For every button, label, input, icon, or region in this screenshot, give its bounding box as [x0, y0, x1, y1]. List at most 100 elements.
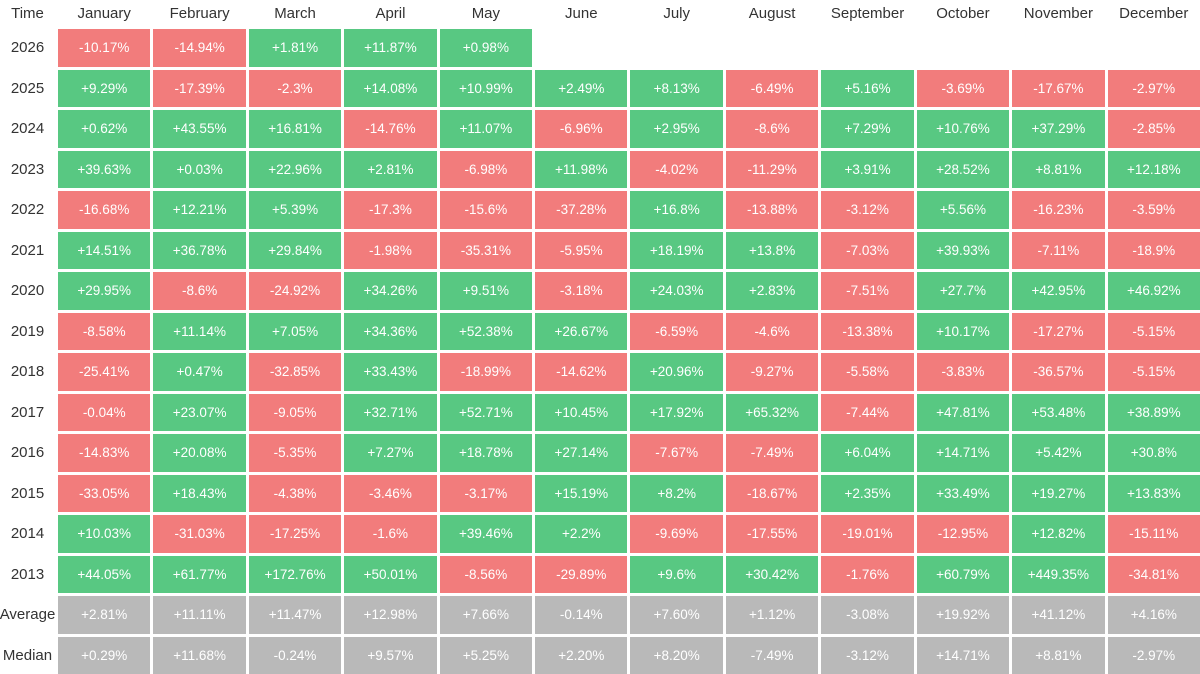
- column-header: December: [1119, 4, 1189, 22]
- value-cell: +2.35%: [821, 474, 914, 512]
- value-cell: -25.41%: [58, 353, 151, 391]
- value-cell: +39.93%: [916, 231, 1010, 269]
- value-cell: -4.02%: [630, 150, 723, 188]
- value-cell: +2.2%: [535, 515, 628, 553]
- value-cell: +42.95%: [1012, 272, 1105, 310]
- value-cell: -8.56%: [439, 555, 533, 593]
- row-label: 2019: [10, 322, 45, 340]
- value-cell: -4.38%: [248, 474, 342, 512]
- value-cell: -2.97%: [1107, 69, 1200, 107]
- column-header: March: [274, 4, 316, 22]
- empty-cell: [1108, 29, 1200, 67]
- value-cell: -17.27%: [1012, 312, 1105, 350]
- value-cell: +0.47%: [153, 353, 246, 391]
- empty-cell: [821, 29, 913, 67]
- value-cell: -14.62%: [535, 353, 628, 391]
- value-cell: -35.31%: [439, 231, 533, 269]
- column-header: November: [1023, 4, 1093, 22]
- value-cell: -18.9%: [1107, 231, 1200, 269]
- value-cell: +38.89%: [1107, 393, 1200, 431]
- value-cell: -13.88%: [725, 191, 819, 229]
- value-cell: -34.81%: [1107, 555, 1200, 593]
- column-header: August: [748, 4, 796, 22]
- value-cell: +29.84%: [248, 231, 342, 269]
- column-header: October: [936, 4, 990, 22]
- value-cell: +28.52%: [916, 150, 1010, 188]
- summary-cell: +8.20%: [630, 636, 723, 674]
- value-cell: -18.67%: [725, 474, 819, 512]
- summary-cell: +11.11%: [153, 596, 246, 634]
- summary-cell: +4.16%: [1107, 596, 1200, 634]
- column-header: January: [77, 4, 131, 22]
- summary-cell: -2.97%: [1107, 636, 1200, 674]
- value-cell: +10.76%: [916, 110, 1010, 148]
- value-cell: -6.49%: [725, 69, 819, 107]
- summary-cell: +2.20%: [535, 636, 628, 674]
- empty-cell: [917, 29, 1009, 67]
- summary-cell: +8.81%: [1012, 636, 1105, 674]
- value-cell: +39.63%: [58, 150, 151, 188]
- value-cell: -5.15%: [1107, 353, 1200, 391]
- column-header: June: [565, 4, 598, 22]
- summary-cell: +19.92%: [916, 596, 1010, 634]
- value-cell: +46.92%: [1107, 272, 1200, 310]
- value-cell: +0.03%: [153, 150, 246, 188]
- value-cell: +52.71%: [439, 393, 533, 431]
- summary-cell: +11.47%: [248, 596, 342, 634]
- column-header: February: [169, 4, 230, 22]
- corner-label: Time: [11, 4, 44, 22]
- value-cell: -7.67%: [630, 434, 723, 472]
- summary-cell: -3.12%: [821, 636, 914, 674]
- value-cell: -17.39%: [153, 69, 246, 107]
- value-cell: +47.81%: [916, 393, 1010, 431]
- value-cell: +29.95%: [58, 272, 151, 310]
- value-cell: +18.78%: [439, 434, 533, 472]
- value-cell: -19.01%: [821, 515, 914, 553]
- value-cell: +9.29%: [58, 69, 151, 107]
- value-cell: -3.12%: [821, 191, 914, 229]
- value-cell: +17.92%: [630, 393, 723, 431]
- value-cell: +10.17%: [916, 312, 1010, 350]
- summary-cell: +2.81%: [58, 596, 151, 634]
- value-cell: +2.83%: [725, 272, 819, 310]
- value-cell: +7.05%: [248, 312, 342, 350]
- value-cell: +7.29%: [821, 110, 914, 148]
- value-cell: +36.78%: [153, 231, 246, 269]
- value-cell: +65.32%: [725, 393, 819, 431]
- value-cell: +0.98%: [439, 29, 533, 67]
- value-cell: +12.82%: [1012, 515, 1105, 553]
- summary-cell: +12.98%: [344, 596, 437, 634]
- column-header: May: [471, 4, 501, 22]
- value-cell: +18.43%: [153, 474, 246, 512]
- value-cell: +44.05%: [58, 555, 151, 593]
- summary-cell: -7.49%: [725, 636, 819, 674]
- value-cell: -37.28%: [535, 191, 628, 229]
- value-cell: +5.39%: [248, 191, 342, 229]
- value-cell: -14.83%: [58, 434, 151, 472]
- value-cell: +15.19%: [535, 474, 628, 512]
- value-cell: +13.83%: [1107, 474, 1200, 512]
- value-cell: +20.96%: [630, 353, 723, 391]
- value-cell: +27.7%: [916, 272, 1010, 310]
- empty-cell: [535, 29, 627, 67]
- value-cell: +5.42%: [1012, 434, 1105, 472]
- row-label: 2017: [10, 403, 45, 421]
- summary-cell: +41.12%: [1012, 596, 1105, 634]
- column-header: July: [663, 4, 691, 22]
- value-cell: +30.8%: [1107, 434, 1200, 472]
- empty-cell: [1012, 29, 1104, 67]
- value-cell: +12.21%: [153, 191, 246, 229]
- value-cell: -3.18%: [535, 272, 628, 310]
- value-cell: +10.03%: [58, 515, 151, 553]
- value-cell: -33.05%: [58, 474, 151, 512]
- row-label: 2014: [10, 525, 45, 543]
- summary-label: Average: [0, 606, 56, 624]
- value-cell: +11.98%: [535, 150, 628, 188]
- value-cell: +33.43%: [344, 353, 437, 391]
- value-cell: -8.6%: [725, 110, 819, 148]
- value-cell: -3.46%: [344, 474, 437, 512]
- row-label: 2021: [10, 241, 45, 259]
- value-cell: -36.57%: [1012, 353, 1105, 391]
- value-cell: +10.99%: [439, 69, 533, 107]
- summary-cell: +11.68%: [153, 636, 246, 674]
